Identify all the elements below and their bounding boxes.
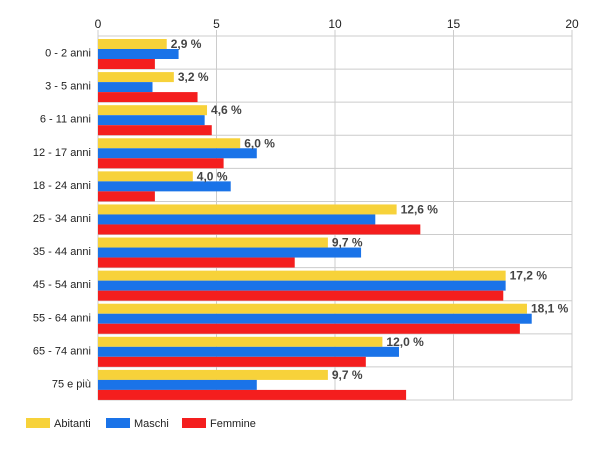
data-label: 4,6 %	[211, 103, 242, 117]
data-label: 12,0 %	[386, 335, 424, 349]
data-label: 9,7 %	[332, 236, 363, 250]
x-tick-label: 0	[95, 17, 102, 31]
data-label: 4,0 %	[197, 169, 228, 183]
category-label: 0 - 2 anni	[45, 48, 91, 60]
bar-abitanti	[98, 72, 174, 83]
bar-abitanti	[98, 39, 167, 49]
bar-maschi	[98, 313, 532, 324]
data-label: 18,1 %	[531, 302, 569, 316]
category-label: 12 - 17 anni	[33, 147, 91, 159]
data-label: 12,6 %	[401, 202, 439, 216]
bar-maschi	[98, 214, 376, 225]
category-label: 45 - 54 anni	[33, 279, 91, 291]
legend-swatch-maschi	[106, 418, 130, 428]
data-label: 17,2 %	[510, 269, 548, 283]
bar-femmine	[98, 290, 504, 301]
bar-femmine	[98, 59, 155, 69]
data-labels: 2,9 % 3,2 % 4,6 % 6,0 % 4,0 % 12,6 % 9,7 % 17,2…	[171, 37, 569, 382]
bar-maschi	[98, 148, 257, 159]
bar-femmine	[98, 92, 198, 103]
bar-abitanti	[98, 336, 383, 347]
bar-maschi	[98, 280, 506, 291]
category-label: 55 - 64 anni	[33, 312, 91, 324]
bar-femmine	[98, 158, 224, 169]
bar-maschi	[98, 346, 399, 357]
category-labels: 0 - 2 anni 3 - 5 anni 6 - 11 anni 12 - 17 a…	[33, 48, 91, 391]
legend-label-maschi: Maschi	[134, 418, 169, 430]
bar-femmine	[98, 323, 520, 334]
category-label: 6 - 11 anni	[40, 114, 91, 126]
bar-abitanti	[98, 369, 328, 380]
bar-maschi	[98, 82, 153, 93]
bar-abitanti	[98, 138, 241, 149]
x-tick-label: 20	[565, 17, 579, 31]
category-label: 3 - 5 anni	[45, 81, 91, 93]
bar-maschi	[98, 49, 179, 59]
category-label: 35 - 44 anni	[33, 246, 91, 258]
bar-maschi	[98, 115, 205, 126]
data-label: 3,2 %	[178, 70, 209, 84]
bar-abitanti	[98, 237, 328, 248]
category-label: 18 - 24 anni	[33, 180, 91, 192]
data-label: 2,9 %	[171, 37, 202, 51]
bar-femmine	[98, 356, 366, 367]
bars	[98, 39, 532, 400]
data-label: 9,7 %	[332, 368, 363, 382]
legend-label-femmine: Femmine	[210, 418, 256, 430]
x-tick-label: 10	[328, 17, 342, 31]
bar-maschi	[98, 247, 362, 258]
category-label: 75 e più	[52, 378, 91, 390]
bar-femmine	[98, 191, 155, 202]
x-tick-label: 5	[213, 17, 220, 31]
bar-abitanti	[98, 270, 506, 281]
legend: Abitanti Maschi Femmine	[26, 418, 256, 430]
category-label: 25 - 34 anni	[33, 213, 91, 225]
bar-maschi	[98, 181, 231, 192]
x-tick-label: 15	[447, 17, 461, 31]
bar-abitanti	[98, 204, 397, 215]
bar-maschi	[98, 379, 257, 390]
category-label: 65 - 74 anni	[33, 345, 91, 357]
x-axis-ticks: 0 5 10 15 20	[95, 17, 579, 31]
bar-abitanti	[98, 303, 527, 314]
legend-swatch-abitanti	[26, 418, 50, 428]
bar-femmine	[98, 125, 212, 136]
bar-abitanti	[98, 171, 193, 182]
bar-abitanti	[98, 105, 208, 116]
legend-label-abitanti: Abitanti	[54, 418, 91, 430]
bar-femmine	[98, 389, 407, 400]
legend-swatch-femmine	[182, 418, 206, 428]
bar-femmine	[98, 257, 295, 268]
bar-femmine	[98, 224, 421, 235]
data-label: 6,0 %	[244, 136, 275, 150]
